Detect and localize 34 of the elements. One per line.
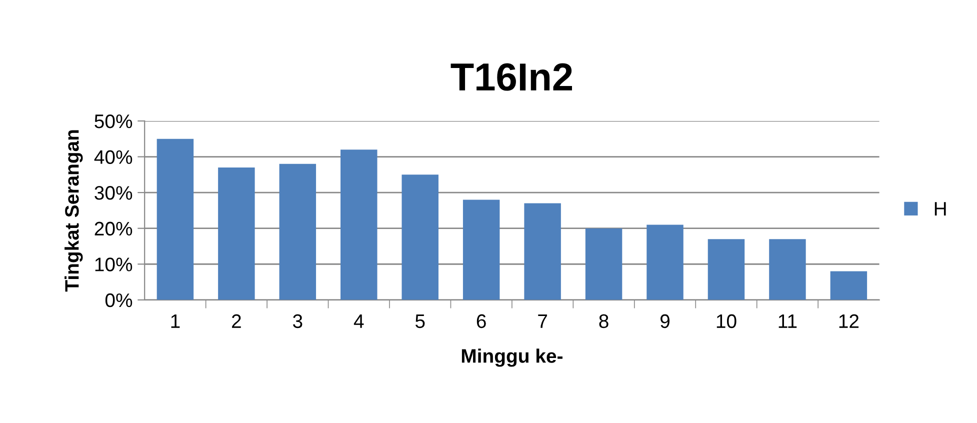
y-tick-label: 0% xyxy=(105,293,132,308)
chart-title: T16In2 xyxy=(450,63,572,91)
x-tick-label: 5 xyxy=(415,314,425,328)
x-tick-label: 10 xyxy=(716,314,736,328)
y-axis-title: Tingkat Serangan xyxy=(64,130,83,292)
x-tick-label: 6 xyxy=(476,314,486,328)
x-tick-label: 1 xyxy=(171,314,180,328)
x-tick-label: 9 xyxy=(660,314,670,328)
y-tick-label: 30% xyxy=(94,186,132,200)
y-tick-label: 40% xyxy=(94,150,132,164)
x-tick-label: 12 xyxy=(839,314,859,328)
y-tick-label: 20% xyxy=(94,222,132,236)
bar xyxy=(462,200,500,300)
bar xyxy=(769,239,806,300)
bar xyxy=(279,164,316,300)
x-tick-label: 11 xyxy=(778,314,797,328)
bar xyxy=(340,150,378,300)
x-tick-label: 8 xyxy=(599,314,608,328)
bar xyxy=(402,174,438,300)
x-tick-label: 3 xyxy=(292,314,302,328)
x-tick-label: 4 xyxy=(354,314,364,328)
bar xyxy=(156,138,194,300)
x-axis-title: Minggu ke- xyxy=(462,348,562,367)
bar xyxy=(524,203,561,300)
bar xyxy=(708,239,745,300)
bar xyxy=(830,271,868,300)
y-tick-label: 10% xyxy=(95,258,132,272)
y-tick-label: 50% xyxy=(94,114,132,128)
bar xyxy=(646,224,684,300)
x-tick-label: 7 xyxy=(538,314,547,328)
legend-label: H xyxy=(934,202,946,216)
bar xyxy=(585,228,622,300)
x-tick-label: 2 xyxy=(232,314,241,328)
bar xyxy=(218,168,255,300)
